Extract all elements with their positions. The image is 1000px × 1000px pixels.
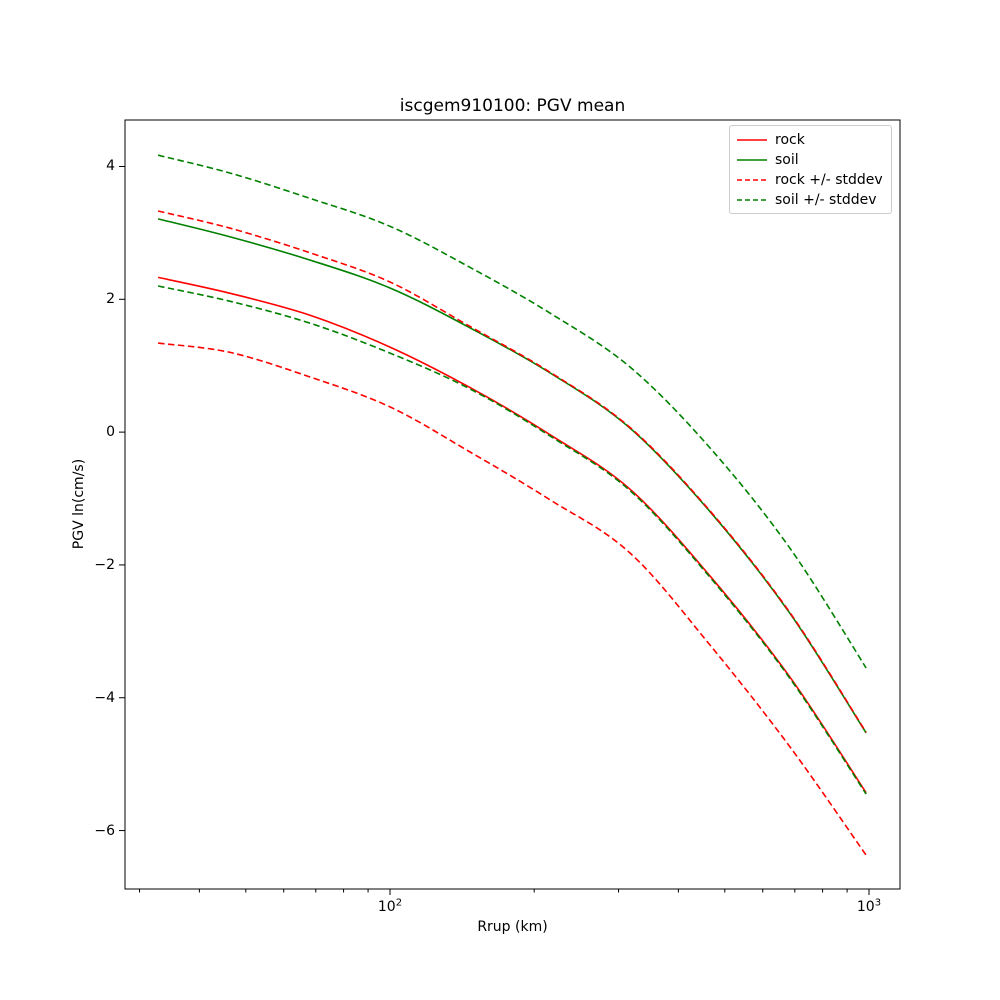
curve-rock-stddev — [157, 342, 867, 856]
x-axis-label: Rrup (km) — [477, 919, 548, 935]
legend-line-icon — [737, 199, 767, 201]
legend-entry-soil-stddev: soil +/- stddev — [737, 190, 891, 210]
legend-label: rock — [775, 132, 805, 148]
y-tick-label: 4 — [106, 158, 115, 175]
curve-rock — [157, 276, 867, 794]
y-tick-label: −4 — [94, 689, 115, 706]
curve-soil-stddev — [157, 285, 867, 795]
tick-marks — [119, 165, 870, 895]
y-tick-label: 2 — [106, 291, 115, 308]
legend-label: rock +/- stddev — [775, 172, 883, 188]
chart-title: iscgem910100: PGV mean — [399, 96, 626, 116]
legend-label: soil +/- stddev — [775, 192, 877, 208]
y-tick-label: 0 — [106, 424, 115, 441]
y-tick-label: −2 — [94, 556, 115, 573]
x-tick-label: 103 — [856, 897, 882, 915]
legend: rock soil rock +/- stddev soil +/- stddev — [729, 125, 892, 214]
legend-line-icon — [737, 179, 767, 181]
x-tick-label: 102 — [377, 897, 403, 915]
legend-entry-rock: rock — [737, 130, 891, 150]
legend-line-icon — [737, 139, 767, 141]
curve-soil — [157, 218, 867, 734]
y-axis-label: PGV ln(cm/s) — [71, 458, 87, 550]
legend-line-icon — [737, 159, 767, 161]
legend-entry-rock-stddev: rock +/- stddev — [737, 170, 891, 190]
y-tick-label: −6 — [94, 822, 115, 839]
legend-label: soil — [775, 152, 799, 168]
curves — [157, 154, 867, 856]
plot-border — [124, 119, 901, 890]
curve-rock-stddev — [157, 210, 867, 733]
curve-soil-stddev — [157, 154, 867, 669]
legend-entry-soil: soil — [737, 150, 891, 170]
